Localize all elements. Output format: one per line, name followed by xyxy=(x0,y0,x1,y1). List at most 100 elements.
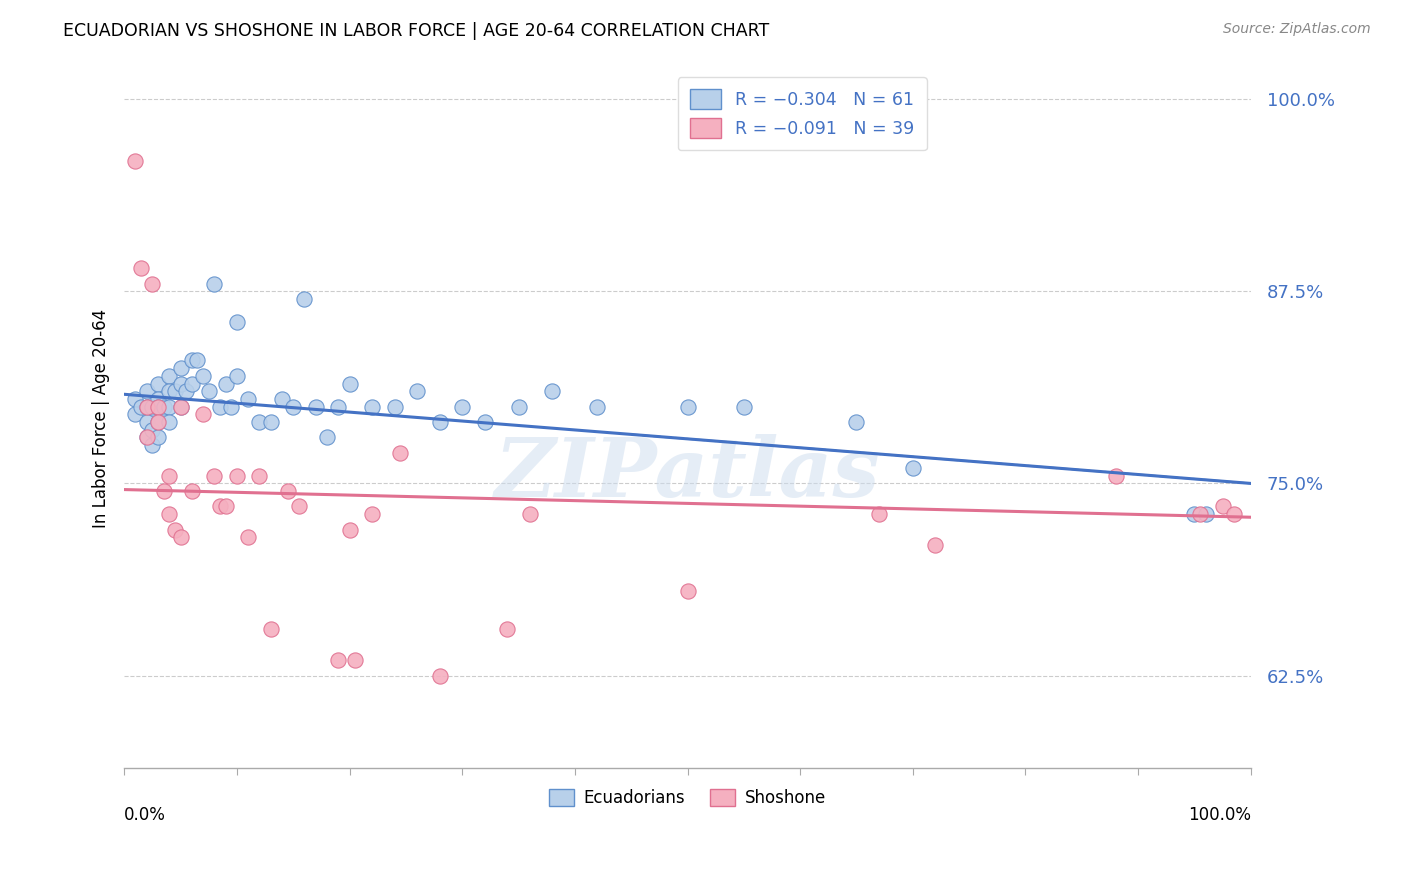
Point xyxy=(146,392,169,406)
Point xyxy=(157,415,180,429)
Y-axis label: In Labor Force | Age 20-64: In Labor Force | Age 20-64 xyxy=(93,309,110,528)
Point xyxy=(328,400,350,414)
Point xyxy=(260,415,283,429)
Point xyxy=(180,484,202,499)
Point xyxy=(924,538,946,552)
Point xyxy=(191,407,214,421)
Point xyxy=(180,353,202,368)
Point xyxy=(208,500,231,514)
Point xyxy=(1104,468,1126,483)
Point xyxy=(305,400,328,414)
Point xyxy=(225,468,247,483)
Point xyxy=(901,461,924,475)
Point xyxy=(508,400,530,414)
Point xyxy=(129,400,152,414)
Text: Source: ZipAtlas.com: Source: ZipAtlas.com xyxy=(1223,22,1371,37)
Point xyxy=(214,376,236,391)
Point xyxy=(163,384,186,399)
Point xyxy=(135,384,157,399)
Point xyxy=(146,415,169,429)
Point xyxy=(135,400,157,414)
Point xyxy=(249,415,271,429)
Point xyxy=(208,400,231,414)
Point xyxy=(344,653,367,667)
Point xyxy=(174,384,197,399)
Point xyxy=(152,484,174,499)
Point xyxy=(294,292,316,306)
Point xyxy=(135,400,157,414)
Point xyxy=(157,507,180,521)
Point xyxy=(180,376,202,391)
Point xyxy=(129,261,152,276)
Point xyxy=(316,430,339,444)
Point xyxy=(1223,507,1246,521)
Point xyxy=(236,530,259,544)
Point xyxy=(384,400,406,414)
Point xyxy=(135,430,157,444)
Point xyxy=(1195,507,1218,521)
Point xyxy=(1212,500,1234,514)
Point xyxy=(474,415,496,429)
Text: ZIPatlas: ZIPatlas xyxy=(495,434,880,514)
Point xyxy=(169,400,191,414)
Point xyxy=(586,400,609,414)
Point xyxy=(141,277,163,291)
Point xyxy=(146,376,169,391)
Point xyxy=(219,400,242,414)
Text: ECUADORIAN VS SHOSHONE IN LABOR FORCE | AGE 20-64 CORRELATION CHART: ECUADORIAN VS SHOSHONE IN LABOR FORCE | … xyxy=(63,22,769,40)
Point xyxy=(429,415,451,429)
Point xyxy=(496,623,519,637)
Point xyxy=(141,423,163,437)
Legend: Ecuadorians, Shoshone: Ecuadorians, Shoshone xyxy=(540,780,835,815)
Point xyxy=(157,368,180,383)
Point xyxy=(283,400,305,414)
Point xyxy=(406,384,429,399)
Point xyxy=(197,384,219,399)
Point xyxy=(225,315,247,329)
Point xyxy=(225,368,247,383)
Point xyxy=(541,384,564,399)
Point xyxy=(169,530,191,544)
Point xyxy=(519,507,541,521)
Point xyxy=(146,400,169,414)
Point xyxy=(361,400,384,414)
Point xyxy=(146,400,169,414)
Point xyxy=(152,400,174,414)
Point xyxy=(124,392,146,406)
Point xyxy=(157,384,180,399)
Point xyxy=(214,500,236,514)
Point xyxy=(141,400,163,414)
Point xyxy=(202,277,225,291)
Point xyxy=(277,484,299,499)
Point xyxy=(1189,507,1212,521)
Point xyxy=(288,500,311,514)
Text: 100.0%: 100.0% xyxy=(1188,806,1251,824)
Point xyxy=(169,400,191,414)
Point xyxy=(135,430,157,444)
Point xyxy=(389,445,412,459)
Point xyxy=(361,507,384,521)
Point xyxy=(1184,507,1206,521)
Point xyxy=(124,407,146,421)
Point xyxy=(733,400,755,414)
Point xyxy=(429,668,451,682)
Point xyxy=(157,400,180,414)
Text: 0.0%: 0.0% xyxy=(124,806,166,824)
Point xyxy=(202,468,225,483)
Point xyxy=(186,353,208,368)
Point xyxy=(339,523,361,537)
Point xyxy=(236,392,259,406)
Point xyxy=(146,430,169,444)
Point xyxy=(249,468,271,483)
Point xyxy=(260,623,283,637)
Point xyxy=(676,584,699,599)
Point xyxy=(191,368,214,383)
Point xyxy=(271,392,294,406)
Point xyxy=(124,153,146,168)
Point xyxy=(169,361,191,376)
Point xyxy=(163,523,186,537)
Point xyxy=(146,415,169,429)
Point xyxy=(328,653,350,667)
Point xyxy=(451,400,474,414)
Point xyxy=(868,507,890,521)
